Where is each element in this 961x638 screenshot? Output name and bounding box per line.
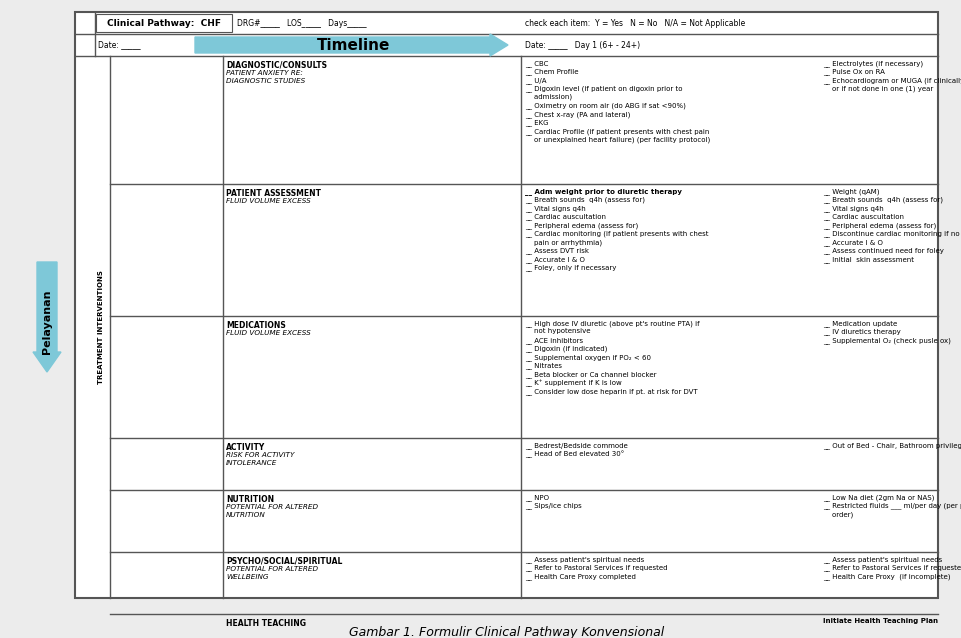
Text: NUTRITION: NUTRITION: [226, 512, 265, 518]
Text: __ Supplemental O₂ (check pusle ox): __ Supplemental O₂ (check pusle ox): [823, 337, 949, 344]
FancyArrow shape: [195, 34, 507, 56]
Text: __ Beta blocker or Ca channel blocker: __ Beta blocker or Ca channel blocker: [525, 371, 655, 378]
Text: or if not done in one (1) year: or if not done in one (1) year: [823, 85, 932, 92]
Bar: [96, 14, 232, 32]
Text: __ IV diuretics therapy: __ IV diuretics therapy: [823, 329, 899, 335]
Text: __ Refer to Pastoral Services if requested: __ Refer to Pastoral Services if request…: [823, 565, 961, 571]
Text: __ Health Care Proxy  (if incomplete): __ Health Care Proxy (if incomplete): [823, 573, 949, 580]
Text: __ Nitrates: __ Nitrates: [525, 362, 561, 369]
Text: __ Electrolytes (if necessary): __ Electrolytes (if necessary): [823, 60, 923, 67]
Text: not hypotensive: not hypotensive: [525, 329, 590, 334]
Text: __ Digoxin (if indicated): __ Digoxin (if indicated): [525, 346, 606, 352]
Text: __ Peripheral edema (assess for): __ Peripheral edema (assess for): [823, 222, 935, 229]
Text: __ Refer to Pastoral Services if requested: __ Refer to Pastoral Services if request…: [525, 565, 667, 571]
Text: ACTIVITY: ACTIVITY: [226, 443, 265, 452]
Text: PSYCHO/SOCIAL/SPIRITUAL: PSYCHO/SOCIAL/SPIRITUAL: [226, 557, 342, 566]
Text: Initiate Health Teaching Plan: Initiate Health Teaching Plan: [823, 618, 937, 624]
Text: __ Cardiac Profile (if patient presents with chest pain: __ Cardiac Profile (if patient presents …: [525, 128, 708, 135]
Text: pain or arrhythmia): pain or arrhythmia): [525, 239, 602, 246]
Text: __ Accurate I & O: __ Accurate I & O: [823, 239, 882, 246]
Text: __ Assess continued need for foley: __ Assess continued need for foley: [823, 248, 943, 255]
Text: __ Consider low dose heparin if pt. at risk for DVT: __ Consider low dose heparin if pt. at r…: [525, 388, 697, 395]
Text: __ Assess patient's spiritual needs: __ Assess patient's spiritual needs: [525, 556, 644, 563]
Text: __ Cardiac auscultation: __ Cardiac auscultation: [823, 214, 903, 220]
Text: WELLBEING: WELLBEING: [226, 574, 268, 580]
Text: DIAGNOSTIC/CONSULTS: DIAGNOSTIC/CONSULTS: [226, 61, 327, 70]
Text: __ Assess patient's spiritual needs: __ Assess patient's spiritual needs: [823, 556, 941, 563]
Text: __ Breath sounds  q4h (assess for): __ Breath sounds q4h (assess for): [525, 197, 644, 204]
Text: INTOLERANCE: INTOLERANCE: [226, 460, 277, 466]
Text: __ ACE inhibitors: __ ACE inhibitors: [525, 337, 582, 344]
Text: PATIENT ASSESSMENT: PATIENT ASSESSMENT: [226, 189, 321, 198]
Text: __ Bedrest/Bedside commode: __ Bedrest/Bedside commode: [525, 442, 628, 449]
Text: Pelayanan: Pelayanan: [42, 290, 52, 354]
Text: __ NPO: __ NPO: [525, 494, 549, 501]
Text: DRG#_____   LOS_____   Days_____: DRG#_____ LOS_____ Days_____: [236, 19, 366, 27]
Text: __ Oximetry on room air (do ABG if sat <90%): __ Oximetry on room air (do ABG if sat <…: [525, 103, 685, 109]
Text: Clinical Pathway:  CHF: Clinical Pathway: CHF: [107, 19, 221, 27]
Text: __ Out of Bed - Chair, Bathroom privileges: __ Out of Bed - Chair, Bathroom privileg…: [823, 442, 961, 449]
Text: __ Adm weight prior to diuretic therapy: __ Adm weight prior to diuretic therapy: [525, 188, 681, 195]
Text: __ Assess DVT risk: __ Assess DVT risk: [525, 248, 588, 255]
Text: __ EKG: __ EKG: [525, 119, 548, 126]
Text: __ Restricted fluids ___ ml/per day (per physician: __ Restricted fluids ___ ml/per day (per…: [823, 503, 961, 509]
Text: __ High dose IV diuretic (above pt's routine PTA) if: __ High dose IV diuretic (above pt's rou…: [525, 320, 699, 327]
Text: __ Medication update: __ Medication update: [823, 320, 897, 327]
Text: __ Low Na diet (2gm Na or NAS): __ Low Na diet (2gm Na or NAS): [823, 494, 933, 501]
Text: order): order): [823, 511, 852, 517]
Bar: [75, 12, 937, 598]
Text: NUTRITION: NUTRITION: [226, 495, 274, 504]
Text: __ Chest x-ray (PA and lateral): __ Chest x-ray (PA and lateral): [525, 111, 629, 118]
Text: __ Digoxin level (if patient on digoxin prior to: __ Digoxin level (if patient on digoxin …: [525, 85, 681, 93]
Text: RISK FOR ACTIVITY: RISK FOR ACTIVITY: [226, 452, 294, 458]
Text: __ U/A: __ U/A: [525, 77, 546, 84]
Text: __ Supplemental oxygen if PO₂ < 60: __ Supplemental oxygen if PO₂ < 60: [525, 354, 651, 360]
Text: DIAGNOSTIC STUDIES: DIAGNOSTIC STUDIES: [226, 78, 305, 84]
Text: Gambar 1. Formulir Clinical Pathway Konvensional: Gambar 1. Formulir Clinical Pathway Konv…: [349, 626, 663, 638]
Text: __ Head of Bed elevated 30°: __ Head of Bed elevated 30°: [525, 450, 624, 458]
Text: __ Accurate I & O: __ Accurate I & O: [525, 256, 584, 263]
Text: __ Echocardiogram or MUGA (if clinically indicated: __ Echocardiogram or MUGA (if clinically…: [823, 77, 961, 84]
Text: HEALTH TEACHING: HEALTH TEACHING: [226, 619, 306, 628]
Text: FLUID VOLUME EXCESS: FLUID VOLUME EXCESS: [226, 198, 310, 204]
Text: Date: _____   Day 1 (6+ - 24+): Date: _____ Day 1 (6+ - 24+): [525, 40, 639, 50]
Text: __ Breath sounds  q4h (assess for): __ Breath sounds q4h (assess for): [823, 197, 942, 204]
Text: __ Sips/ice chips: __ Sips/ice chips: [525, 503, 581, 509]
Text: admission): admission): [525, 94, 572, 101]
Text: __ Cardiac auscultation: __ Cardiac auscultation: [525, 214, 605, 220]
Text: PATIENT ANXIETY RE:: PATIENT ANXIETY RE:: [226, 70, 303, 76]
Text: FLUID VOLUME EXCESS: FLUID VOLUME EXCESS: [226, 330, 310, 336]
Text: __ Pulse Ox on RA: __ Pulse Ox on RA: [823, 68, 884, 75]
Text: __ Discontinue cardiac monitoring if no arrhythmia: __ Discontinue cardiac monitoring if no …: [823, 230, 961, 237]
Text: __ Cardiac monitoring (if patient presents with chest: __ Cardiac monitoring (if patient presen…: [525, 230, 707, 237]
Text: Date: _____: Date: _____: [98, 40, 140, 50]
Text: __ Foley, only if necessary: __ Foley, only if necessary: [525, 265, 616, 271]
Text: __ Vital signs q4h: __ Vital signs q4h: [823, 205, 883, 212]
Text: __ Vital signs q4h: __ Vital signs q4h: [525, 205, 585, 212]
Text: POTENTIAL FOR ALTERED: POTENTIAL FOR ALTERED: [226, 504, 318, 510]
Text: __ Chem Profile: __ Chem Profile: [525, 68, 578, 75]
Text: __ K⁺ supplement if K is low: __ K⁺ supplement if K is low: [525, 380, 621, 387]
Text: check each item:  Y = Yes   N = No   N/A = Not Applicable: check each item: Y = Yes N = No N/A = No…: [525, 19, 745, 27]
Text: __ Weight (qAM): __ Weight (qAM): [823, 188, 878, 195]
Text: Timeline: Timeline: [317, 38, 390, 52]
Text: TREATMENT INTERVENTIONS: TREATMENT INTERVENTIONS: [98, 270, 105, 384]
Text: or unexplained heart failure) (per facility protocol): or unexplained heart failure) (per facil…: [525, 137, 709, 143]
Text: POTENTIAL FOR ALTERED: POTENTIAL FOR ALTERED: [226, 566, 318, 572]
Text: __ CBC: __ CBC: [525, 60, 548, 67]
Text: MEDICATIONS: MEDICATIONS: [226, 321, 285, 330]
Text: __ Peripheral edema (assess for): __ Peripheral edema (assess for): [525, 222, 637, 229]
FancyArrow shape: [33, 262, 61, 372]
Text: __ Initial  skin assessment: __ Initial skin assessment: [823, 256, 913, 263]
Text: __ Health Care Proxy completed: __ Health Care Proxy completed: [525, 573, 635, 580]
